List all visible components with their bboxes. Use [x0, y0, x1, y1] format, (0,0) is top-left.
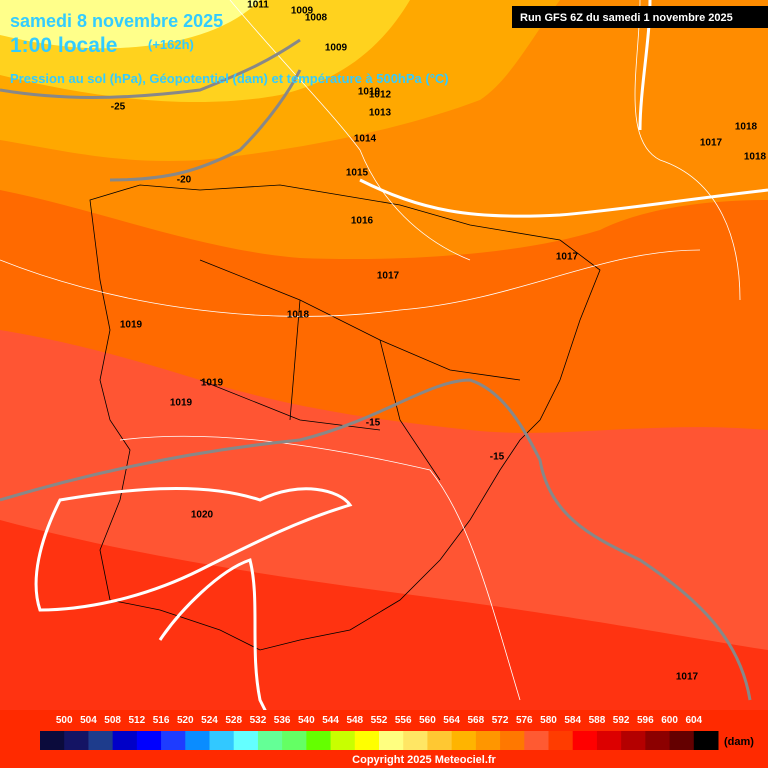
legend-swatch [330, 731, 356, 750]
pressure-label: 1019 [120, 320, 143, 331]
temperature-label: -15 [366, 418, 381, 429]
map-subtitle: Pression au sol (hPa), Géopotentiel (dam… [10, 71, 449, 86]
legend-swatch [475, 731, 501, 750]
legend-swatch [451, 731, 477, 750]
legend-label: 512 [129, 715, 146, 726]
coastline [89, 184, 601, 651]
pressure-label: 1019 [201, 378, 224, 389]
legend-label: 600 [661, 715, 678, 726]
legend-unit: (dam) [724, 736, 754, 748]
isotherms [0, 38, 752, 701]
pressure-label: 1018 [744, 152, 767, 163]
legend-label: 508 [104, 715, 121, 726]
legend-label: 568 [468, 715, 485, 726]
legend-swatch [645, 731, 671, 750]
legend-swatch [136, 731, 162, 750]
run-box [512, 6, 768, 28]
legend-swatch [572, 731, 598, 750]
legend-swatch [88, 731, 114, 750]
legend-label: 576 [516, 715, 533, 726]
legend-label: 592 [613, 715, 630, 726]
thin-isobars [0, 0, 741, 701]
borders [89, 184, 601, 651]
legend-swatch [427, 731, 453, 750]
copyright: Copyright 2025 Meteociel.fr [352, 754, 496, 766]
pressure-label: 1016 [351, 216, 374, 227]
pressure-label: 1017 [676, 672, 699, 683]
map-lead: (+162h) [148, 37, 194, 52]
legend-label: 536 [274, 715, 291, 726]
pressure-label: 1020 [191, 510, 214, 521]
legend-swatch [403, 731, 428, 750]
legend-swatch [306, 731, 332, 750]
legend-swatch [596, 731, 622, 750]
temperature-label: -20 [177, 175, 192, 186]
legend-swatch [524, 731, 549, 750]
legend-swatch [500, 731, 525, 750]
pressure-label: 1008 [305, 13, 328, 24]
legend-label: 552 [371, 715, 388, 726]
legend-label: 580 [540, 715, 557, 726]
legend-swatch [233, 731, 259, 750]
legend-swatch [161, 731, 186, 750]
legend-swatch [379, 731, 404, 750]
legend-label: 548 [346, 715, 363, 726]
legend-label: 564 [443, 715, 460, 726]
legend-label: 516 [153, 715, 170, 726]
pressure-label: 1018 [735, 122, 758, 133]
pressure-label: 1010 [358, 87, 381, 98]
legend-swatch [548, 731, 574, 750]
legend-label: 544 [322, 715, 339, 726]
legend-label: 584 [564, 715, 581, 726]
legend: 500 504 508 512 516 520 524 528 532 536 540 544 548 5… [0, 710, 768, 768]
pressure-label: 1009 [325, 43, 348, 54]
pressure-label: 1018 [287, 310, 310, 321]
pressure-label: 1017 [700, 138, 723, 149]
pressure-label: 1013 [369, 108, 392, 119]
band-576 [0, 520, 768, 768]
pressure-label: 1019 [170, 398, 193, 409]
legend-swatch [282, 731, 307, 750]
map-time: 1:00 locale [10, 34, 117, 57]
legend-swatch [64, 731, 89, 750]
legend-swatch [185, 731, 210, 750]
band-552 [0, 0, 260, 49]
temperature-label: -25 [111, 102, 126, 113]
run-info: Run GFS 6Z du samedi 1 novembre 2025 [520, 12, 733, 24]
legend-label: 500 [56, 715, 73, 726]
legend-label: 520 [177, 715, 194, 726]
region-borders [199, 259, 521, 481]
legend-swatch [40, 731, 65, 750]
pressure-label: 1017 [556, 252, 579, 263]
legend-label: 528 [225, 715, 242, 726]
legend-swatch [669, 731, 695, 750]
legend-label: 532 [250, 715, 267, 726]
legend-label: 596 [637, 715, 654, 726]
legend-label: 504 [80, 715, 97, 726]
pressure-label: 1014 [354, 134, 377, 145]
legend-label: 524 [201, 715, 218, 726]
legend-swatch [693, 731, 719, 750]
legend-label: 560 [419, 715, 436, 726]
legend-swatch [354, 731, 380, 750]
pressure-label: 1009 [291, 6, 314, 17]
legend-swatch [112, 731, 138, 750]
pressure-label: 1017 [377, 271, 400, 282]
legend-label: 556 [395, 715, 412, 726]
pressure-label: 1015 [346, 168, 369, 179]
temperature-label: -15 [490, 452, 505, 463]
legend-label: 540 [298, 715, 315, 726]
legend-label: 588 [589, 715, 606, 726]
legend-swatch [621, 731, 646, 750]
legend-swatch [257, 731, 283, 750]
legend-label: 604 [685, 715, 702, 726]
map-date: samedi 8 novembre 2025 [10, 11, 223, 31]
pressure-label: 1011 [247, 0, 269, 11]
label-layer: 1011100910081009101010121013101410151016… [111, 0, 767, 683]
pressure-label: 1012 [369, 90, 392, 101]
legend-label: 572 [492, 715, 509, 726]
legend-swatch [209, 731, 235, 750]
